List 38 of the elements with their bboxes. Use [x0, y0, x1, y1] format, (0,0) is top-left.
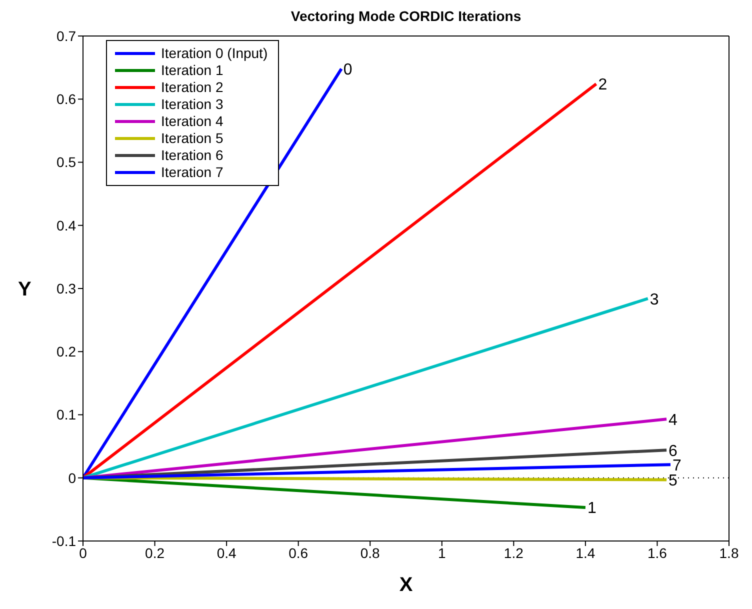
y-tick-label: 0.4 — [56, 217, 76, 234]
legend-label: Iteration 2 — [161, 79, 224, 96]
x-tick-label: 0.6 — [288, 544, 308, 561]
x-tick-label: 1.8 — [719, 544, 739, 561]
annotation: 5 — [668, 472, 678, 490]
x-tick-label: 1.2 — [504, 544, 524, 561]
x-tick-label: 0.2 — [145, 544, 165, 561]
legend-label: Iteration 0 (Input) — [161, 45, 268, 62]
x-tick-label: 1 — [438, 544, 446, 561]
y-tick-label: 0.3 — [56, 280, 76, 296]
annotation: 3 — [650, 291, 659, 308]
y-axis-title: Y — [18, 278, 32, 301]
annotation: 1 — [587, 500, 596, 518]
y-tick-label: 0.1 — [56, 406, 76, 423]
legend-label: Iteration 1 — [161, 62, 224, 79]
y-tick-label: 0.6 — [56, 91, 76, 108]
legend-label: Iteration 6 — [161, 147, 224, 164]
x-tick-label: 0 — [79, 544, 88, 561]
x-axis-title: X — [399, 574, 414, 596]
legend-label: Iteration 4 — [161, 113, 224, 130]
legend-label: Iteration 7 — [161, 164, 224, 181]
legend-label: Iteration 5 — [161, 130, 224, 147]
annotation: 4 — [668, 412, 678, 429]
x-tick-label: 1.4 — [576, 544, 596, 561]
x-tick-label: 0.8 — [360, 544, 380, 561]
y-tick-label: 0.7 — [56, 28, 76, 44]
annotation: 2 — [598, 76, 608, 94]
x-tick-label: 0.4 — [216, 544, 236, 561]
y-tick-label: 0.2 — [56, 344, 76, 360]
y-tick-label: -0.1 — [52, 532, 76, 549]
y-tick-label: 0.5 — [56, 154, 76, 170]
annotation: 0 — [343, 62, 352, 79]
x-tick-label: 1.6 — [647, 544, 668, 561]
legend-label: Iteration 3 — [161, 96, 224, 113]
y-tick-label: 0 — [68, 470, 76, 486]
chart-title: Vectoring Mode CORDIC Iterations — [290, 8, 522, 26]
annotation: 6 — [668, 442, 678, 460]
annotation: 7 — [672, 457, 682, 474]
